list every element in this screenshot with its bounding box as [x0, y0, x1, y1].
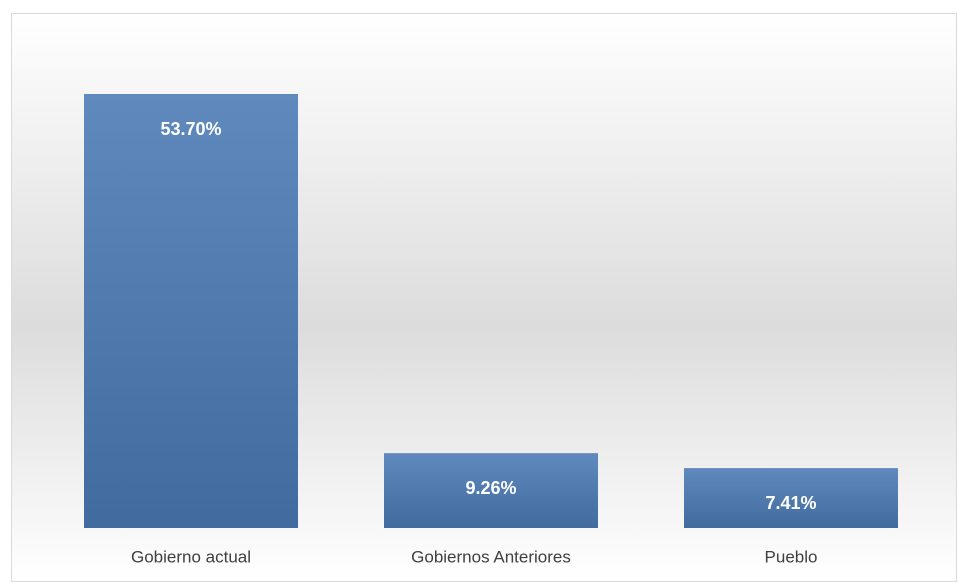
value-label: 53.70% [160, 119, 221, 139]
value-label: 7.41% [765, 493, 816, 513]
bar-shade [684, 468, 898, 528]
bar-shade [84, 94, 298, 528]
bar-shade [384, 453, 598, 528]
value-label: 9.26% [465, 478, 516, 498]
plot: 53.70% Gobierno actual 9.26% Gobiernos Ante… [84, 94, 898, 566]
x-tick-label: Gobiernos Anteriores [411, 547, 571, 566]
x-tick-label: Pueblo [765, 547, 818, 566]
x-tick-label: Gobierno actual [131, 547, 251, 566]
